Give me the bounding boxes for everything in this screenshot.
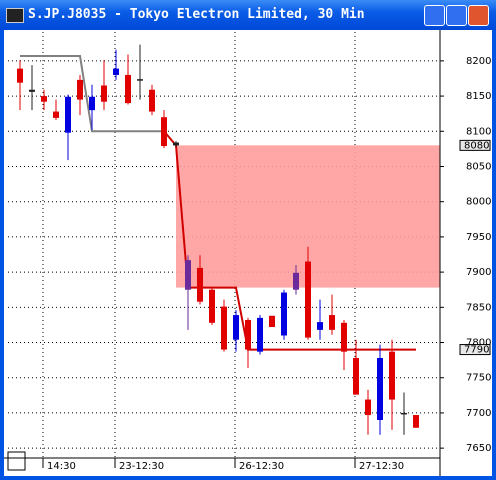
candle-body [113, 68, 119, 75]
close-button[interactable] [468, 5, 489, 26]
candle-body [89, 96, 95, 111]
candle-body [329, 315, 335, 330]
app-icon [6, 8, 24, 23]
candle-body [137, 79, 143, 81]
candle-body [17, 68, 23, 83]
candle-body [365, 399, 371, 416]
y-tick-label: 7800 [466, 338, 491, 349]
candle-body [221, 306, 227, 350]
candle-body [257, 317, 263, 352]
y-tick-label: 8100 [466, 126, 491, 137]
candle-body [161, 117, 167, 147]
candle-body [281, 292, 287, 336]
minimize-button[interactable] [424, 5, 445, 26]
y-tick-label: 8000 [466, 197, 491, 208]
x-tick-label: 14:30 [47, 461, 76, 472]
candle-body [305, 261, 311, 338]
candle-body [245, 319, 251, 350]
candle-body [341, 322, 347, 352]
candle-body [401, 412, 407, 415]
price-tag-box [459, 344, 491, 356]
price-tag: 8080 [464, 140, 489, 151]
candle-body [197, 267, 203, 302]
candle-body [149, 89, 155, 112]
y-tick-label: 7900 [466, 267, 491, 278]
candle-body [377, 358, 383, 420]
corner-box [7, 451, 26, 471]
candle-body [41, 96, 47, 102]
candle-body [173, 142, 179, 146]
candle-body [209, 289, 215, 323]
candle-body [317, 322, 323, 330]
y-tick-label: 8050 [466, 161, 491, 172]
candle-body [353, 358, 359, 395]
candle-body [233, 315, 239, 340]
candle-body [125, 74, 131, 104]
y-tick-label: 7750 [466, 373, 491, 384]
title-bar: S.JP.J8035 - Tokyo Electron Limited, 30 … [0, 0, 496, 30]
y-tick-label: 8150 [466, 91, 491, 102]
y-tick-label: 8200 [466, 56, 491, 67]
candle-body [77, 79, 83, 100]
candle-body [389, 351, 395, 400]
stop-line [20, 54, 164, 133]
maximize-button[interactable] [446, 5, 467, 26]
x-tick-label: 26-12:30 [239, 461, 284, 472]
y-tick-label: 7700 [466, 408, 491, 419]
price-tag-box [459, 139, 491, 151]
candle-body [269, 315, 275, 328]
window-title: S.JP.J8035 - Tokyo Electron Limited, 30 … [28, 7, 365, 22]
x-tick-label: 27-12:30 [359, 461, 404, 472]
y-tick-label: 7950 [466, 232, 491, 243]
candle-body [101, 85, 107, 102]
candle-body [413, 415, 419, 428]
candle-body [53, 111, 59, 118]
candle-body [293, 272, 299, 290]
y-tick-label: 7850 [466, 302, 491, 313]
candle-body [185, 260, 191, 290]
price-tag: 7790 [464, 345, 489, 356]
candle-body [65, 96, 71, 133]
chart: 7650 7700 7750 7800 7850 7900 7950 8000 8050 8100… [4, 30, 492, 476]
x-tick-label: 23-12:30 [119, 461, 164, 472]
candle-body [29, 89, 35, 92]
stop-line [163, 130, 416, 351]
y-tick-label: 7650 [466, 443, 491, 454]
